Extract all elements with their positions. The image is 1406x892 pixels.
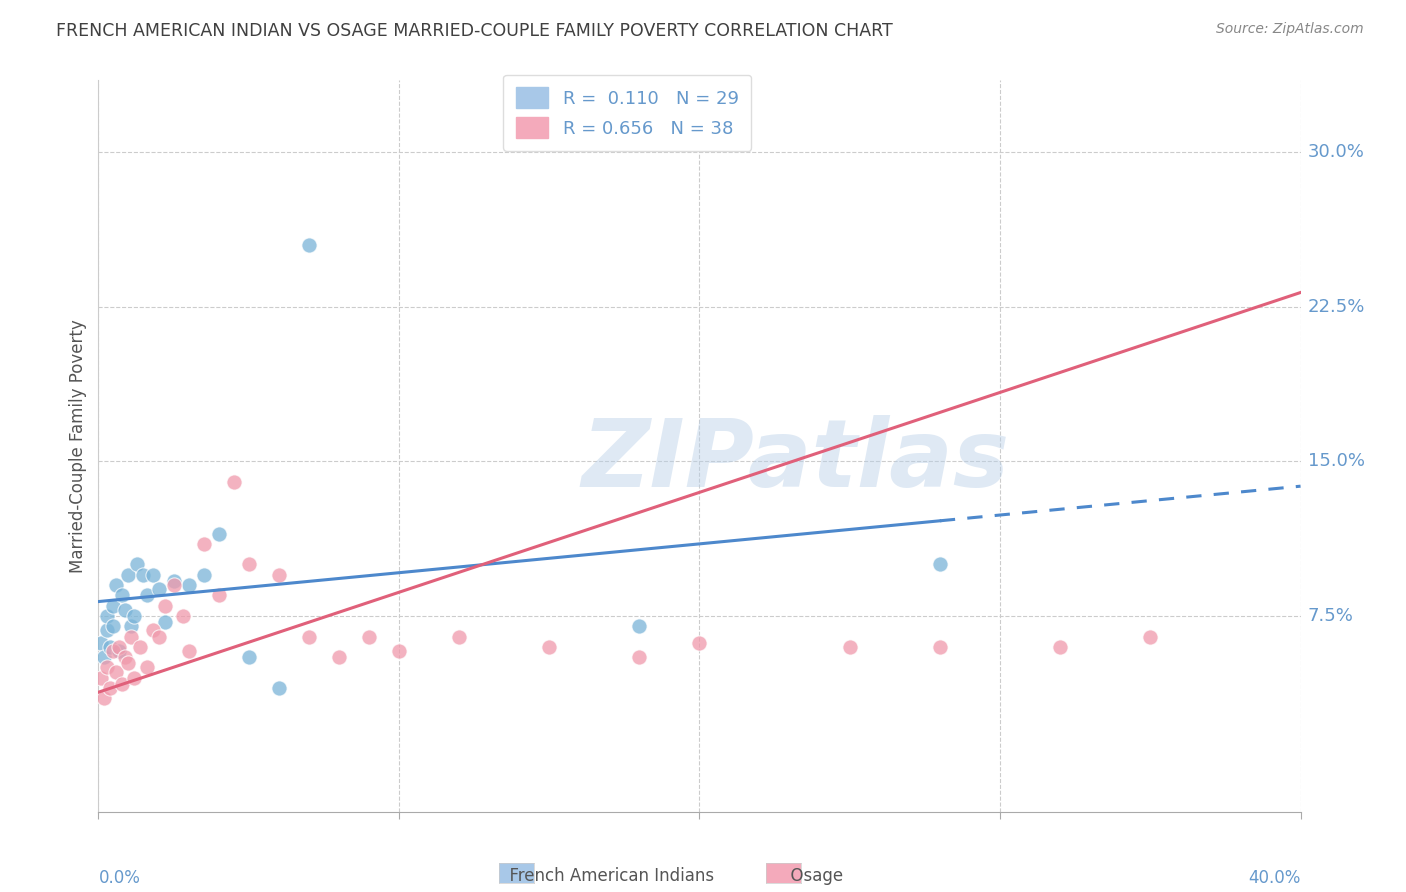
Point [105,665,128,679]
Text: 30.0%: 30.0% [1308,144,1364,161]
Point [538,640,561,654]
Text: French American Indians: French American Indians [499,867,714,885]
Point [132,567,155,582]
Point [117,567,139,582]
Point [141,567,163,582]
Point [93,650,115,665]
Point [238,650,260,665]
Text: FRENCH AMERICAN INDIAN VS OSAGE MARRIED-COUPLE FAMILY POVERTY CORRELATION CHART: FRENCH AMERICAN INDIAN VS OSAGE MARRIED-… [56,22,893,40]
Point [688,636,710,650]
Point [177,644,200,658]
Point [129,640,152,654]
Point [298,238,321,252]
Point [929,558,952,572]
Point [103,619,125,633]
Text: 7.5%: 7.5% [1308,607,1354,625]
Point [114,650,136,665]
Point [90,671,112,685]
Point [96,609,118,624]
Point [103,644,125,658]
Point [298,630,321,644]
Point [238,558,260,572]
Legend: R =  0.110   N = 29, R = 0.656   N = 38: R = 0.110 N = 29, R = 0.656 N = 38 [503,75,751,151]
Point [93,691,115,706]
Point [153,599,176,613]
Text: Osage: Osage [780,867,844,885]
Point [447,630,470,644]
Point [111,588,134,602]
Point [108,640,131,654]
Point [108,644,131,658]
Text: 15.0%: 15.0% [1308,452,1365,470]
Point [328,650,350,665]
Point [114,603,136,617]
Text: 0.0%: 0.0% [98,870,141,888]
Point [135,660,157,674]
Point [838,640,860,654]
Text: Source: ZipAtlas.com: Source: ZipAtlas.com [1216,22,1364,37]
Text: ZIPatlas: ZIPatlas [582,415,1010,507]
Point [90,636,112,650]
Point [117,657,139,671]
Point [208,526,231,541]
Point [628,650,651,665]
Y-axis label: Married-Couple Family Poverty: Married-Couple Family Poverty [69,319,87,573]
Text: 22.5%: 22.5% [1308,298,1365,316]
Point [96,624,118,638]
Point [172,609,194,624]
Point [124,609,146,624]
Point [208,588,231,602]
Point [388,644,411,658]
Point [193,567,215,582]
Point [162,578,184,592]
Point [177,578,200,592]
Point [267,681,290,695]
Point [628,619,651,633]
Point [162,574,184,588]
Point [153,615,176,629]
Point [148,582,170,597]
Point [1049,640,1071,654]
Text: 40.0%: 40.0% [1249,870,1301,888]
Point [148,630,170,644]
Point [127,558,149,572]
Point [103,599,125,613]
Point [357,630,380,644]
Point [222,475,245,489]
Point [124,671,146,685]
Point [1139,630,1161,644]
Point [121,619,143,633]
Point [100,640,122,654]
Point [141,624,163,638]
Point [135,588,157,602]
Point [96,660,118,674]
Point [111,677,134,691]
Point [105,578,128,592]
Point [193,537,215,551]
Point [100,681,122,695]
Point [267,567,290,582]
Point [929,640,952,654]
Point [121,630,143,644]
